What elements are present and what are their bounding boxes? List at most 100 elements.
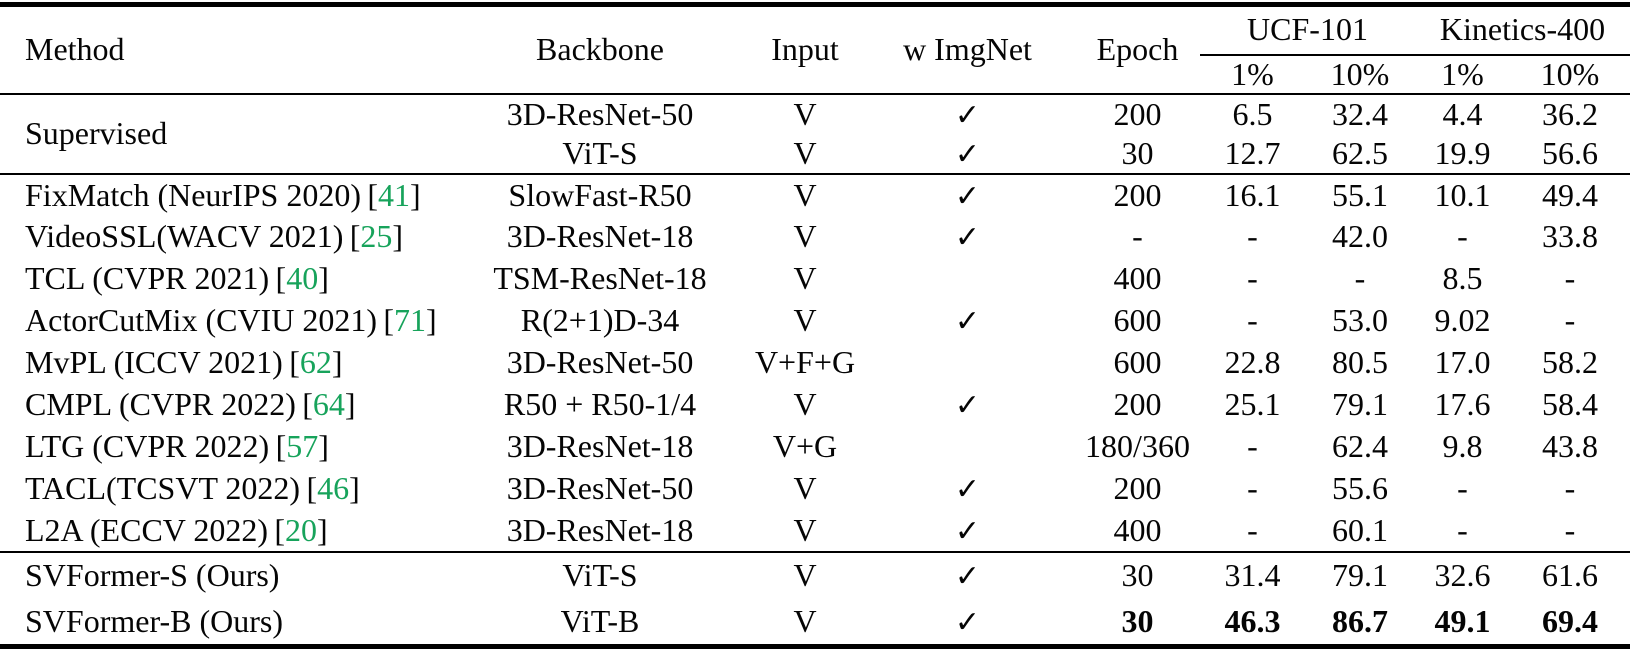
cell-k400-10: 69.4 <box>1542 602 1598 639</box>
cell-k400-1: - <box>1457 470 1468 507</box>
checkmark-icon: ✓ <box>954 136 981 172</box>
table-row: LTG (CVPR 2022) [57] 3D-ResNet-18 V+G 180… <box>0 426 1630 468</box>
cell-k400-10: - <box>1564 511 1576 548</box>
table-row: ActorCutMix (CVIU 2021) [71] R(2+1)D-34 V… <box>0 300 1630 342</box>
cell-k400-10: 58.4 <box>1542 386 1598 423</box>
col-header-input: Input <box>771 31 839 68</box>
cell-ucf-10: 62.5 <box>1332 134 1388 171</box>
method-label: TACL(TCSVT 2022) <box>25 470 301 507</box>
cell-epoch: 30 <box>1121 134 1154 171</box>
citation-link[interactable]: 20 <box>285 511 318 548</box>
header-row-subcolumns: 1% 10% 1% 10% <box>0 54 1630 96</box>
method-label: MvPL (ICCV 2021) <box>25 344 283 381</box>
citation-link[interactable]: 64 <box>312 386 345 423</box>
method-label: ActorCutMix (CVIU 2021) <box>25 302 377 339</box>
cell-backbone: 3D-ResNet-18 <box>506 511 694 548</box>
cell-ucf-10: 55.6 <box>1332 470 1388 507</box>
cell-method: TCL (CVPR 2021) [40] <box>0 258 450 300</box>
cell-ucf-10: 42.0 <box>1332 218 1388 255</box>
col-header-epoch: Epoch <box>1096 31 1179 68</box>
citation-link[interactable]: 71 <box>394 302 427 339</box>
checkmark-icon: ✓ <box>954 97 981 133</box>
cell-backbone: ViT-S <box>450 551 750 600</box>
cite-bracket: [ <box>306 470 318 507</box>
cell-k400-1: 10.1 <box>1415 173 1510 217</box>
cell-method: FixMatch (NeurIPS 2020) [41] <box>0 173 450 217</box>
col-header-method: Method <box>25 31 125 68</box>
cite-bracket: ] <box>349 470 360 507</box>
cite-bracket: [ <box>302 386 313 423</box>
cell-backbone: R(2+1)D-34 <box>520 302 680 339</box>
cell-input: V+G <box>772 428 838 465</box>
cell-method: SVFormer-B (Ours) <box>25 602 283 639</box>
header-row-groups: Method Backbone Input w ImgNet Epoch UCF… <box>0 4 1630 67</box>
cell-ucf-1: 12.7 <box>1224 134 1281 171</box>
cell-method: ActorCutMix (CVIU 2021) [71] <box>0 300 450 342</box>
checkmark-icon: ✓ <box>954 304 981 340</box>
citation-link[interactable]: 40 <box>286 260 319 297</box>
cell-epoch: 200 <box>1113 386 1162 423</box>
cell-imgnet <box>860 426 1075 468</box>
cell-ucf-10: 79.1 <box>1332 386 1388 423</box>
cite-bracket: ] <box>344 386 356 423</box>
cell-imgnet: ✓ <box>860 134 1075 174</box>
cell-backbone: 3D-ResNet-50 <box>450 93 750 135</box>
cell-backbone: SlowFast-R50 <box>450 173 750 217</box>
cell-method: MvPL (ICCV 2021) [62] <box>0 342 450 384</box>
cite-bracket: [ <box>289 344 300 381</box>
cell-k400-10: 36.2 <box>1510 93 1630 135</box>
cell-input: V <box>750 93 860 135</box>
cell-k400-1: - <box>1457 511 1468 548</box>
citation-link[interactable]: 62 <box>299 344 332 381</box>
cell-imgnet: ✓ <box>860 216 1075 258</box>
cell-ucf-10: 55.1 <box>1305 173 1415 217</box>
cell-backbone: 3D-ResNet-18 <box>506 428 694 465</box>
checkmark-icon: ✓ <box>954 513 981 549</box>
cell-epoch: - <box>1132 218 1143 255</box>
cell-backbone: TSM-ResNet-18 <box>493 260 707 297</box>
citation-link[interactable]: 41 <box>378 176 411 213</box>
citation-link[interactable]: 25 <box>360 218 393 255</box>
cell-ucf-10: 86.7 <box>1332 602 1388 639</box>
cell-ucf-1: 16.1 <box>1200 173 1305 217</box>
method-label: FixMatch (NeurIPS 2020) <box>25 176 361 213</box>
cell-ucf-1: 6.5 <box>1200 93 1305 135</box>
cell-imgnet: ✓ <box>860 551 1075 600</box>
table-row: L2A (ECCV 2022) [20] 3D-ResNet-18 V ✓ 400… <box>0 510 1630 552</box>
cell-method: SVFormer-S (Ours) <box>0 551 450 600</box>
cell-backbone: 3D-ResNet-50 <box>506 344 694 381</box>
table-row: MvPL (ICCV 2021) [62] 3D-ResNet-50 V+F+G … <box>0 342 1630 384</box>
cell-epoch: 30 <box>1121 602 1154 639</box>
cite-bracket: ] <box>392 218 404 255</box>
citation-link[interactable]: 57 <box>286 428 319 465</box>
cell-input: V <box>793 260 817 297</box>
method-label: L2A (ECCV 2022) <box>25 511 268 548</box>
cell-epoch: 400 <box>1113 511 1162 548</box>
checkmark-icon: ✓ <box>954 178 981 214</box>
col-header-backbone: Backbone <box>536 31 664 68</box>
cell-k400-1: 49.1 <box>1434 602 1491 639</box>
cell-ucf-1: 22.8 <box>1224 344 1281 381</box>
table-row: CMPL (CVPR 2022) [64] R50 + R50-1/4 V ✓ 2… <box>0 384 1630 426</box>
cell-ucf-10: 60.1 <box>1332 511 1388 548</box>
checkmark-icon: ✓ <box>954 559 981 595</box>
cite-bracket: ] <box>318 260 329 297</box>
cell-imgnet: ✓ <box>860 468 1075 510</box>
citation-link[interactable]: 46 <box>317 470 350 507</box>
cite-bracket: ] <box>426 302 437 339</box>
cite-bracket: ] <box>317 511 328 548</box>
checkmark-icon: ✓ <box>954 388 981 424</box>
cell-k400-10: 56.6 <box>1542 134 1598 171</box>
cell-input: V <box>793 134 817 171</box>
cite-bracket: [ <box>274 511 286 548</box>
cell-ucf-10: 53.0 <box>1332 302 1388 339</box>
cell-k400-1: 8.5 <box>1442 260 1483 297</box>
cite-bracket: [ <box>275 260 287 297</box>
cell-epoch: 400 <box>1113 260 1162 297</box>
cell-ucf-10: 79.1 <box>1305 551 1415 600</box>
cell-imgnet: ✓ <box>860 300 1075 342</box>
cell-ucf-1: 46.3 <box>1224 602 1281 639</box>
cell-ucf-10: 32.4 <box>1305 93 1415 135</box>
cell-k400-10: 58.2 <box>1542 344 1598 381</box>
cell-backbone: ViT-S <box>562 134 638 171</box>
